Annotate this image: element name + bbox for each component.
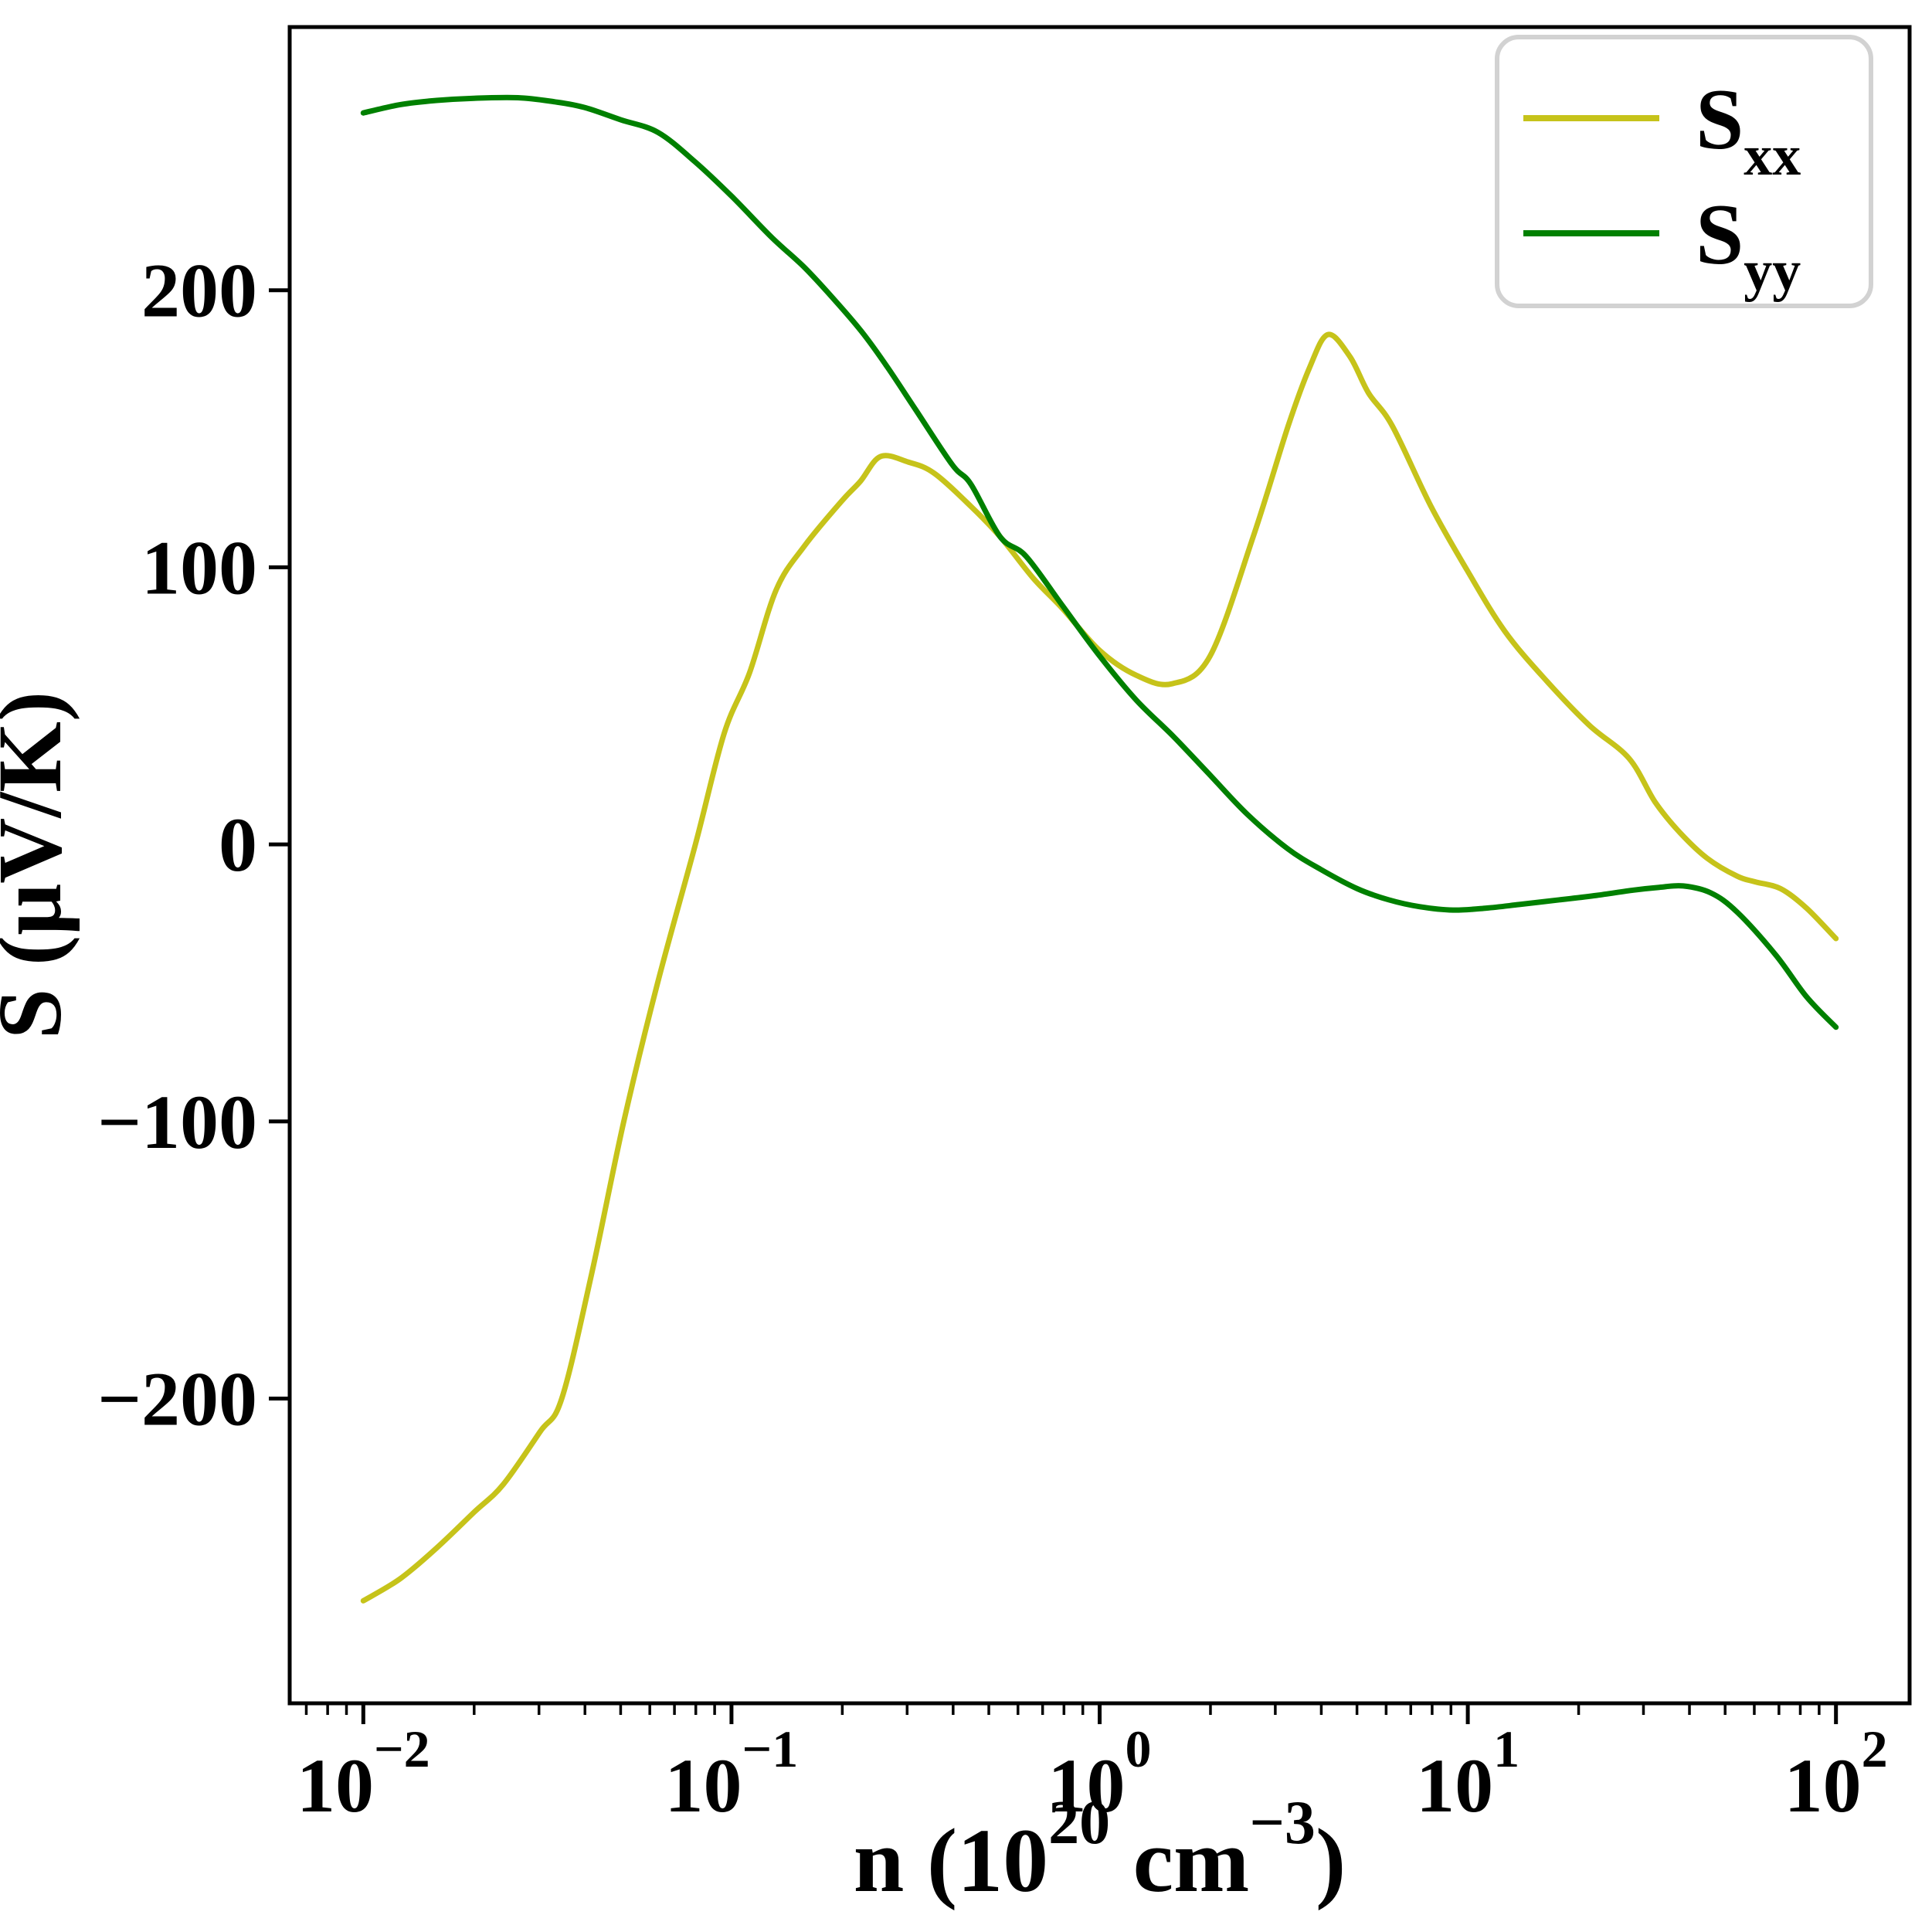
x-tick-label: 101 bbox=[1416, 1720, 1519, 1828]
y-tick-label: 100 bbox=[141, 525, 257, 610]
x-tick-label: 10−2 bbox=[297, 1720, 430, 1828]
legend-label: Syy bbox=[1696, 187, 1801, 303]
curve-sxx bbox=[360, 331, 1839, 1604]
data-curves bbox=[360, 94, 1839, 1604]
y-axis-label: S (μV/K) bbox=[0, 691, 80, 1039]
x-tick-label: 102 bbox=[1784, 1720, 1888, 1828]
y-tick-label: −200 bbox=[97, 1356, 257, 1441]
y-axis-tick-labels: −200 −100 0 100 200 bbox=[97, 248, 257, 1442]
y-tick-label: 0 bbox=[219, 802, 257, 888]
y-tick-label: −100 bbox=[97, 1079, 257, 1165]
x-axis-label-text: n (1020 cm−3) bbox=[854, 1789, 1346, 1911]
x-axis-label: n (1020 cm−3) bbox=[854, 1789, 1346, 1911]
x-tick-label: 10−1 bbox=[665, 1720, 799, 1828]
curve-syy bbox=[360, 94, 1839, 1030]
x-tick-label: 100 bbox=[1048, 1720, 1152, 1828]
x-axis-minor-ticks bbox=[304, 1703, 1821, 1715]
x-axis-major-ticks bbox=[361, 1703, 1839, 1724]
y-tick-label: 200 bbox=[141, 248, 257, 334]
legend-label: Sxx bbox=[1696, 72, 1801, 188]
x-axis-tick-labels: 10−2 10−1 100 101 102 bbox=[297, 1720, 1888, 1828]
legend-box bbox=[1495, 35, 1873, 308]
y-axis-major-ticks bbox=[269, 288, 290, 1400]
